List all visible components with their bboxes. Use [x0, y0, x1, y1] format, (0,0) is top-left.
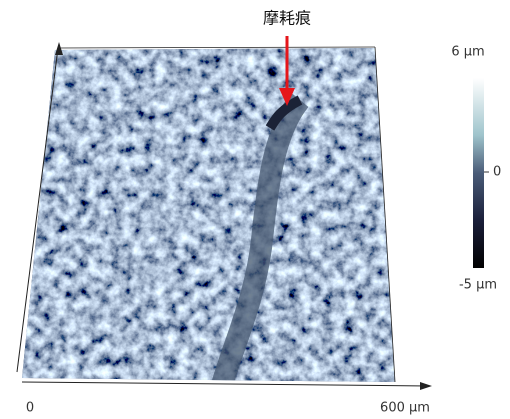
colorbar-max-label: 6 μm [451, 45, 484, 60]
x-end-label: 600 μm [380, 401, 430, 416]
colorbar-mid-label: 0 [493, 165, 501, 180]
x-start-label: 0 [26, 401, 34, 416]
surface-figure: 摩耗痕 6 μm 0 -5 μm 0 600 μm [0, 0, 510, 419]
annotation-label: 摩耗痕 [263, 9, 311, 28]
colorbar-min-label: -5 μm [459, 278, 497, 293]
colorbar [473, 78, 484, 268]
surface-map [15, 40, 405, 390]
